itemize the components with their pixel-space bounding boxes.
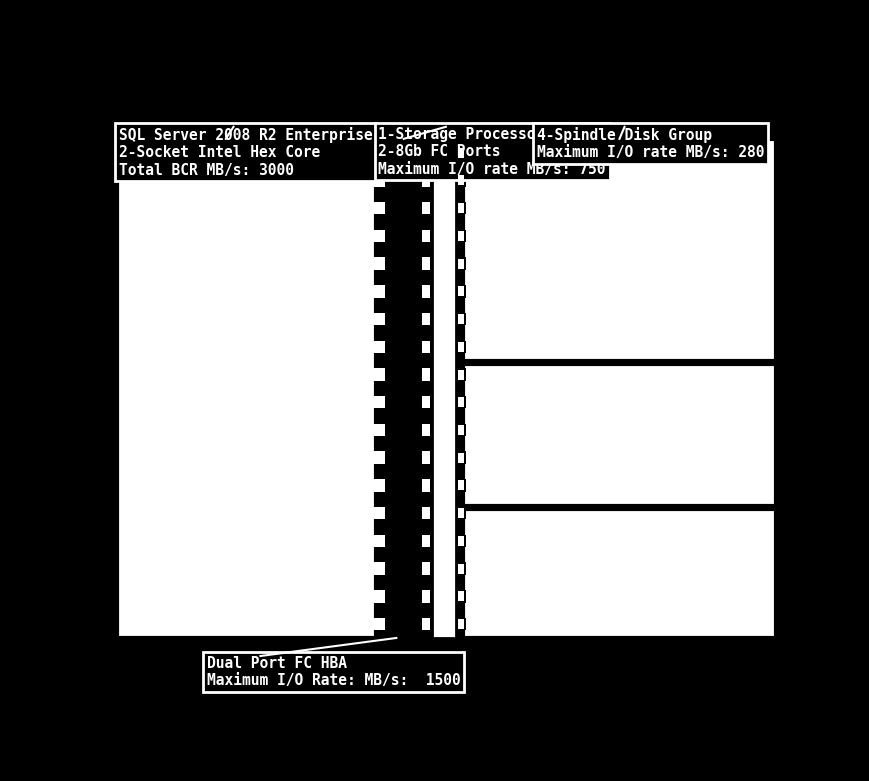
Bar	[421, 590, 430, 603]
Bar	[457, 508, 463, 518]
Bar	[421, 618, 430, 630]
Bar	[421, 507, 430, 519]
Bar	[457, 480, 463, 490]
Bar	[455, 258, 466, 270]
Bar	[457, 425, 463, 435]
Bar	[457, 369, 463, 380]
Bar	[455, 618, 466, 630]
Bar	[373, 369, 385, 381]
Bar	[455, 535, 466, 547]
Bar	[457, 564, 463, 573]
Bar	[462, 139, 775, 362]
Bar	[373, 313, 385, 326]
Bar	[457, 259, 463, 269]
Bar	[455, 451, 466, 464]
Bar	[421, 424, 430, 437]
Bar	[421, 341, 430, 353]
Text: 1-Storage Processor
2-8Gb FC Ports
Maximum I/O rate MB/s: 750: 1-Storage Processor 2-8Gb FC Ports Maxim…	[378, 127, 605, 177]
Bar	[455, 202, 466, 215]
Bar	[421, 451, 430, 464]
Bar	[385, 139, 421, 638]
Bar	[455, 174, 466, 187]
Bar	[455, 480, 466, 492]
Bar	[421, 230, 430, 242]
Bar	[421, 562, 430, 575]
Bar	[373, 590, 385, 603]
Text: SQL Server 2008 R2 Enterprise
2-Socket Intel Hex Core
Total BCR MB/s: 3000: SQL Server 2008 R2 Enterprise 2-Socket I…	[119, 127, 372, 177]
Bar	[421, 535, 430, 547]
Bar	[462, 364, 775, 505]
Bar	[373, 451, 385, 464]
Bar	[421, 202, 430, 215]
Bar	[432, 139, 455, 638]
Bar	[462, 508, 775, 638]
Bar	[457, 148, 463, 158]
Bar	[457, 314, 463, 324]
Bar	[373, 285, 385, 298]
Bar	[373, 230, 385, 242]
Bar	[455, 424, 466, 437]
Bar	[116, 139, 376, 638]
Bar	[457, 287, 463, 296]
Bar	[457, 591, 463, 601]
Bar	[455, 396, 466, 408]
Bar	[421, 480, 430, 492]
Bar	[457, 619, 463, 629]
Bar	[421, 174, 430, 187]
Bar	[421, 258, 430, 270]
Bar	[373, 341, 385, 353]
Bar	[455, 369, 466, 381]
Bar	[455, 507, 466, 519]
Text: Dual Port FC HBA
Maximum I/O Rate: MB/s:  1500: Dual Port FC HBA Maximum I/O Rate: MB/s:…	[206, 656, 460, 688]
Bar	[455, 230, 466, 242]
Text: 4-Spindle Disk Group
Maximum I/O rate MB/s: 280: 4-Spindle Disk Group Maximum I/O rate MB…	[536, 127, 764, 160]
Bar	[455, 147, 466, 159]
Bar	[373, 618, 385, 630]
Bar	[455, 313, 466, 326]
Bar	[457, 176, 463, 185]
Bar	[455, 590, 466, 603]
Bar	[421, 396, 430, 408]
Bar	[373, 424, 385, 437]
Bar	[457, 536, 463, 546]
Bar	[421, 369, 430, 381]
Bar	[457, 203, 463, 213]
Bar	[373, 396, 385, 408]
Bar	[373, 535, 385, 547]
Bar	[455, 285, 466, 298]
Bar	[455, 562, 466, 575]
Bar	[373, 147, 385, 159]
Bar	[373, 480, 385, 492]
Bar	[373, 258, 385, 270]
Bar	[457, 398, 463, 407]
Bar	[373, 562, 385, 575]
Bar	[457, 342, 463, 351]
Bar	[421, 147, 430, 159]
Bar	[373, 507, 385, 519]
Bar	[457, 453, 463, 462]
Bar	[421, 313, 430, 326]
Bar	[455, 341, 466, 353]
Bar	[373, 174, 385, 187]
Bar	[373, 202, 385, 215]
Bar	[421, 285, 430, 298]
Bar	[457, 231, 463, 241]
